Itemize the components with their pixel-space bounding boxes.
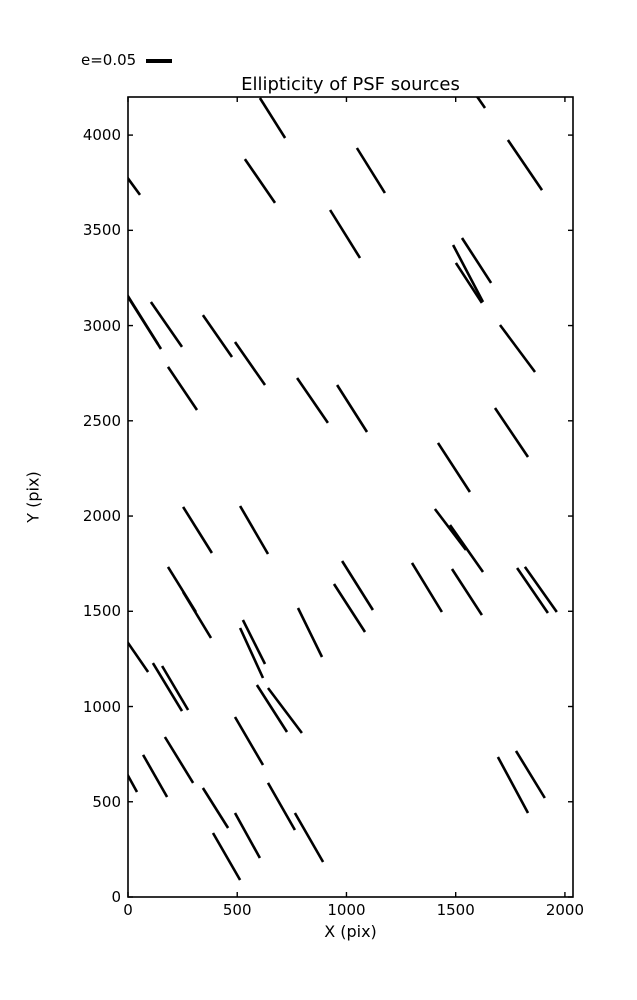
y-tick-label: 4000 [82,126,121,145]
psf-ellipticity-whisker [211,832,242,881]
psf-ellipticity-whisker [516,567,549,614]
psf-ellipticity-whisker [514,750,546,799]
psf-ellipticity-whisker [128,296,163,350]
psf-ellipticity-whisker [266,687,303,734]
psf-ellipticity-whisker [266,782,297,831]
tick-marks [127,97,573,898]
psf-ellipticity-whisker [498,324,537,373]
axes-box [127,96,574,898]
psf-ellipticity-whisker [233,341,267,386]
psf-ellipticity-whisker [238,627,265,679]
x-tick-label: 1500 [436,901,475,919]
psf-ellipticity-whisker [149,301,184,348]
legend: e=0.05 [81,51,173,69]
psf-ellipticity-whisker [336,384,369,433]
legend-label: e=0.05 [81,51,137,69]
psf-ellipticity-whisker [523,566,558,613]
whisker-segments [128,97,558,881]
psf-ellipticity-whisker [340,560,375,611]
psf-ellipticity-whisker [243,158,277,204]
y-tick-label: 500 [92,792,121,811]
psf-ellipticity-whisker [151,662,184,712]
psf-ellipticity-whisker [293,812,325,863]
chart-title: Ellipticity of PSF sources [241,74,460,95]
psf-ellipticity-whisker [233,812,262,859]
x-tick-label: 2000 [545,901,584,919]
psf-ellipticity-whisker [166,366,199,411]
psf-ellipticity-whisker [355,147,387,194]
psf-ellipticity-whisker [258,97,287,139]
psf-ellipticity-whisker [160,665,190,711]
psf-ellipticity-whisker [128,176,142,196]
y-tick-label: 3000 [82,316,121,335]
psf-ellipticity-whisker [241,619,267,665]
psf-ellipticity-whisker [433,508,468,551]
psf-ellipticity-whisker [506,139,544,191]
psf-ellipticity-whisker [201,787,230,829]
psf-ellipticity-whisker [296,377,329,424]
psf-ellipticity-whisker [451,244,485,303]
psf-ellipticity-whisker [448,524,485,573]
y-tick-label: 1000 [82,697,121,716]
psf-ellipticity-whisker [128,640,150,673]
psf-ellipticity-whisker [141,754,169,798]
psf-ellipticity-whisker [163,736,195,784]
psf-ellipticity-whisker [493,407,530,458]
x-tick-label: 0 [123,901,133,919]
legend-scale-line [146,59,173,63]
psf-ellipticity-whisker [238,505,270,555]
y-tick-label: 1500 [82,602,121,621]
psf-ellipticity-whisker [475,97,487,109]
psf-ellipticity-whisker [454,262,483,304]
x-tick-label: 500 [222,901,252,919]
psf-ellipticity-whisker [128,772,139,793]
psf-ellipticity-whisker [410,562,444,613]
psf-ellipticity-whisker [255,684,289,733]
psf-ellipticity-whisker [233,716,265,766]
y-tick-label: 2500 [82,411,121,430]
psf-ellipticity-whisker [332,583,367,633]
psf-ellipticity-whisker [181,506,214,554]
x-axis-label: X (pix) [324,922,377,941]
psf-ellipticity-whisker [460,237,493,284]
psf-ellipticity-whisker [296,607,324,658]
x-tick-label: 1000 [327,901,366,919]
y-axis-label: Y (pix) [23,471,43,523]
psf-ellipticity-whisker [201,314,234,358]
y-tick-label: 0 [111,888,121,906]
psf-ellipticity-whisker [450,568,483,616]
psf-ellipticity-whisker [181,591,213,639]
y-tick-label: 3500 [82,221,121,240]
y-tick-label: 2000 [82,507,121,526]
psf-ellipticity-whisker [328,209,362,259]
psf-ellipticity-whisker [436,442,471,493]
psf-ellipticity-whisker [496,756,530,814]
